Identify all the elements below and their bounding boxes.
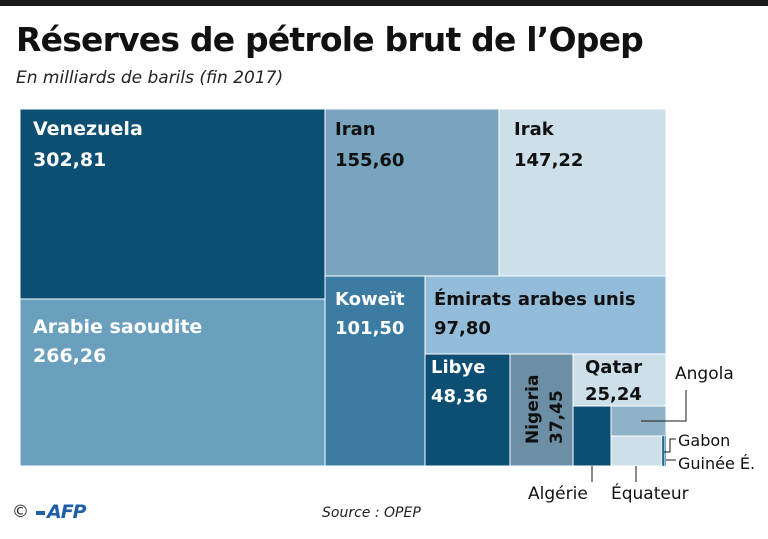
value-iran: 155,60	[335, 150, 404, 171]
afp-logo: AFP	[36, 501, 87, 523]
label-irak: Irak	[514, 119, 555, 140]
label-arabie-saoudite: Arabie saoudite	[33, 316, 202, 338]
label-angola: Angola	[675, 364, 734, 384]
label-qatar: Qatar	[585, 357, 642, 378]
label-nigeria: Nigeria	[523, 375, 543, 444]
copyright-symbol: ©	[12, 502, 29, 522]
source-note: Source : OPEP	[322, 505, 421, 521]
label-iran: Iran	[335, 119, 376, 140]
value-qatar: 25,24	[585, 384, 642, 405]
tile-koweit	[324, 275, 426, 467]
value-nigeria: 37,45	[547, 390, 567, 444]
tile-venezuela	[19, 108, 326, 300]
tile-qatar	[572, 353, 667, 407]
tile-guinee-e	[664, 435, 667, 467]
top-bar	[0, 0, 768, 6]
label-equateur: Équateur	[611, 482, 689, 504]
value-emirats-arabes-unis: 97,80	[434, 318, 491, 339]
value-irak: 147,22	[514, 150, 583, 171]
label-koweit: Koweït	[335, 289, 405, 310]
value-venezuela: 302,81	[33, 149, 106, 171]
tile-gabon	[661, 435, 665, 467]
tile-nigeria	[509, 353, 574, 467]
label-emirats-arabes-unis: Émirats arabes unis	[434, 288, 636, 310]
tile-equateur	[610, 435, 663, 467]
tile-arabie-saoudite	[19, 298, 326, 467]
tile-libye	[424, 353, 511, 467]
tile-iran	[324, 108, 500, 277]
chart-title: Réserves de pétrole brut de l’Opep	[16, 20, 644, 59]
value-koweit: 101,50	[335, 318, 404, 339]
label-gabon: Gabon	[678, 431, 730, 450]
leader-gabon	[664, 438, 676, 453]
label-libye: Libye	[431, 357, 485, 378]
label-guinee: Guinée É.	[678, 454, 755, 473]
tile-emirats-arabes-unis	[424, 275, 667, 355]
chart-subtitle: En milliards de barils (fin 2017)	[16, 68, 284, 88]
label-algerie: Algérie	[528, 484, 588, 504]
tile-irak	[498, 108, 667, 277]
tile-algerie	[572, 405, 612, 467]
afp-logo-text: AFP	[47, 501, 87, 523]
value-libye: 48,36	[431, 386, 488, 407]
label-venezuela: Venezuela	[33, 118, 143, 140]
value-arabie-saoudite: 266,26	[33, 345, 106, 367]
leader-angola	[641, 390, 687, 422]
